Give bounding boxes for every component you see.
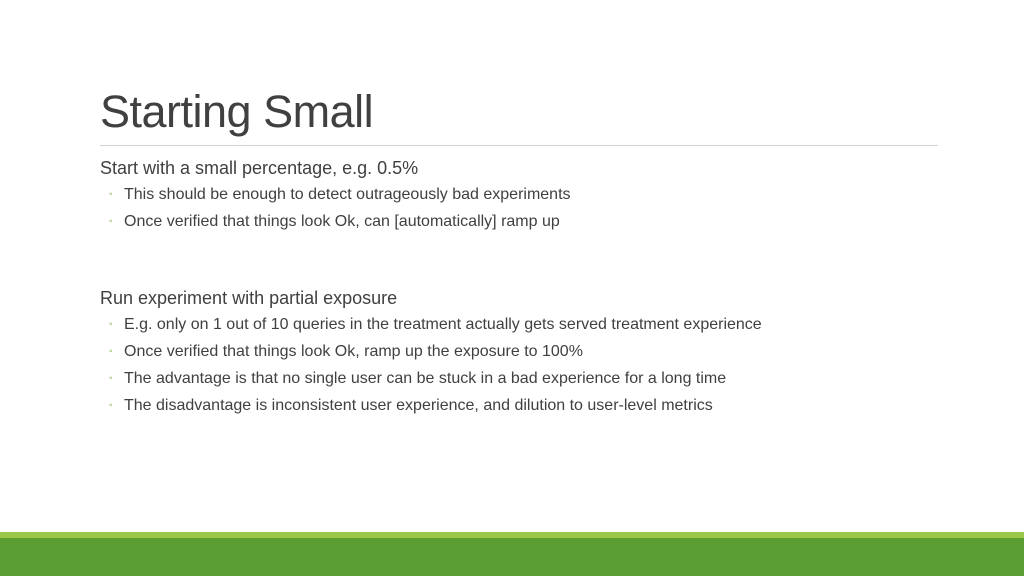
- hollow-bullet-icon: ◦: [109, 373, 113, 384]
- section-2: Run experiment with partial exposure ◦ E…: [100, 285, 938, 419]
- sub-bullet-item: ◦ The disadvantage is inconsistent user …: [100, 392, 938, 419]
- sub-bullet-list: ◦ E.g. only on 1 out of 10 queries in th…: [100, 311, 938, 419]
- section-heading: Start with a small percentage, e.g. 0.5%: [100, 158, 419, 178]
- sub-bullet-item: ◦ This should be enough to detect outrag…: [100, 181, 938, 208]
- sub-bullet-text: The advantage is that no single user can…: [124, 370, 727, 387]
- sub-bullet-list: ◦ This should be enough to detect outrag…: [100, 181, 938, 235]
- title-divider: [100, 145, 938, 146]
- hollow-bullet-icon: ◦: [109, 216, 113, 227]
- hollow-bullet-icon: ◦: [109, 319, 113, 330]
- hollow-bullet-icon: ◦: [109, 346, 113, 357]
- section-1: Start with a small percentage, e.g. 0.5%…: [100, 155, 938, 235]
- sub-bullet-item: ◦ E.g. only on 1 out of 10 queries in th…: [100, 311, 938, 338]
- sub-bullet-text: This should be enough to detect outrageo…: [124, 186, 571, 203]
- sub-bullet-item: ◦ Once verified that things look Ok, can…: [100, 208, 938, 235]
- footer-band: [0, 532, 1024, 576]
- sub-bullet-text: The disadvantage is inconsistent user ex…: [124, 397, 713, 414]
- section-heading: Run experiment with partial exposure: [100, 288, 398, 308]
- sub-bullet-text: E.g. only on 1 out of 10 queries in the …: [124, 316, 762, 333]
- slide-title: Starting Small: [100, 86, 374, 137]
- footer-accent-stripe: [0, 532, 1024, 538]
- sub-bullet-text: Once verified that things look Ok, ramp …: [124, 343, 583, 360]
- hollow-bullet-icon: ◦: [109, 189, 113, 200]
- sub-bullet-text: Once verified that things look Ok, can […: [124, 213, 560, 230]
- slide-content: Start with a small percentage, e.g. 0.5%…: [100, 155, 938, 419]
- hollow-bullet-icon: ◦: [109, 400, 113, 411]
- sub-bullet-item: ◦ The advantage is that no single user c…: [100, 365, 938, 392]
- sub-bullet-item: ◦ Once verified that things look Ok, ram…: [100, 338, 938, 365]
